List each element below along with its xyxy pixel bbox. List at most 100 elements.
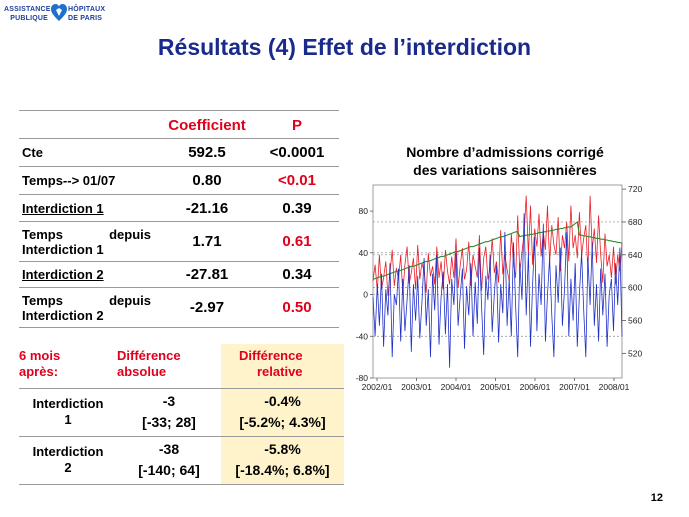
x-axis-tick-label: 2007/01 bbox=[559, 382, 590, 392]
residual-series-line bbox=[372, 213, 623, 368]
page-number: 12 bbox=[650, 492, 663, 504]
x-axis-tick-label: 2003/01 bbox=[401, 382, 432, 392]
row-p-value: 0.39 bbox=[282, 199, 312, 217]
header-relative: Différence relative bbox=[221, 344, 344, 388]
row-label-line1: Interdiction bbox=[32, 444, 104, 459]
row-coefficient: 592.5 bbox=[188, 144, 226, 161]
table-row: Interdiction 2 -27.81 0.34 bbox=[19, 262, 339, 288]
row-label-line2: 1 bbox=[64, 412, 72, 427]
absolute-value: -3 bbox=[162, 393, 176, 409]
row-label: Temps depuis Interdiction 2 bbox=[19, 288, 159, 328]
admissions-series-line bbox=[372, 195, 623, 296]
header-p: P bbox=[291, 117, 302, 134]
row-label-word-b: depuis bbox=[109, 226, 151, 242]
row-absolute-diff: -38 [-140; 64] bbox=[117, 436, 221, 484]
row-label: Cte bbox=[22, 145, 43, 160]
row-label: Interdiction 1 bbox=[19, 388, 117, 436]
row-p-value: <0.01 bbox=[278, 172, 316, 189]
header-blank bbox=[19, 111, 159, 139]
relative-value: -5.8% bbox=[264, 441, 301, 457]
row-p-value: 0.61 bbox=[282, 233, 312, 250]
chart-title-line1: Nombre d’admissions corrigé bbox=[406, 144, 604, 160]
row-coefficient: -27.81 bbox=[185, 266, 229, 283]
header-absolute: Différence absolue bbox=[117, 344, 221, 388]
row-relative-diff: -0.4% [-5.2%; 4.3%] bbox=[221, 388, 344, 436]
left-axis-tick-label: 0 bbox=[363, 290, 368, 300]
row-label-line2: 2 bbox=[64, 460, 72, 475]
row-coefficient: 0.80 bbox=[192, 172, 222, 189]
header-absolute-line2: absolue bbox=[117, 364, 167, 379]
x-axis-tick-label: 2008/01 bbox=[599, 382, 630, 392]
left-axis-tick-label: 80 bbox=[359, 206, 369, 216]
left-axis-tick-label: -80 bbox=[356, 373, 369, 383]
row-label: Interdiction 2 bbox=[19, 436, 117, 484]
row-label-word-b: depuis bbox=[109, 292, 151, 308]
table-row: Interdiction 2 -38 [-140; 64] -5.8% [-18… bbox=[19, 436, 344, 484]
table-row: Temps depuis Interdiction 1 1.71 0.61 bbox=[19, 222, 339, 262]
row-label: Interdiction 1 bbox=[22, 200, 104, 216]
logo-right-line1: HÔPITAUX bbox=[68, 6, 106, 13]
left-axis-tick-label: 40 bbox=[359, 248, 369, 258]
table-row: Interdiction 1 -3 [-33; 28] -0.4% [-5.2%… bbox=[19, 388, 344, 436]
header-relative-line1: Différence bbox=[239, 348, 303, 363]
row-coefficient: 1.71 bbox=[192, 233, 222, 250]
absolute-ci: [-140; 64] bbox=[138, 462, 200, 478]
fitted-trend-line bbox=[372, 221, 623, 280]
header-relative-line2: relative bbox=[257, 364, 303, 379]
row-coefficient: -21.16 bbox=[185, 199, 229, 217]
header-coefficient: Coefficient bbox=[168, 117, 246, 134]
header-period-line2: après: bbox=[19, 364, 59, 379]
right-axis-tick-label: 600 bbox=[628, 283, 642, 293]
table-row: Cte 592.5 <0.0001 bbox=[19, 139, 339, 167]
header-absolute-line1: Différence bbox=[117, 348, 181, 363]
row-label-word-a: Temps bbox=[22, 292, 63, 308]
logo-right-text: HÔPITAUX DE PARIS bbox=[68, 5, 118, 23]
right-axis-tick-label: 640 bbox=[628, 250, 642, 260]
row-p-value: 0.34 bbox=[282, 266, 312, 283]
absolute-value: -38 bbox=[158, 441, 180, 457]
row-p-value: <0.0001 bbox=[269, 144, 325, 161]
left-axis-tick-label: -40 bbox=[356, 331, 369, 341]
regression-table: Coefficient P Cte 592.5 <0.0001 Temps-->… bbox=[19, 110, 339, 328]
admissions-chart: 520 560 600 640 680 720 -80 -40 0 40 80 2002/01 2003… bbox=[356, 184, 643, 392]
aphp-logo: ASSISTANCE PUBLIQUE HÔPITAUX DE PARIS bbox=[4, 3, 114, 25]
absolute-ci: [-33; 28] bbox=[142, 414, 196, 430]
relative-ci: [-18.4%; 6.8%] bbox=[235, 462, 330, 478]
row-label-line2: Interdiction 1 bbox=[22, 241, 104, 257]
relative-value: -0.4% bbox=[264, 393, 301, 409]
row-label-line1: Interdiction bbox=[32, 396, 104, 411]
chart-title: Nombre d’admissions corrigé des variatio… bbox=[370, 143, 640, 179]
regression-table-header: Coefficient P bbox=[19, 110, 339, 139]
logo-left-line2: PUBLIQUE bbox=[10, 15, 48, 22]
row-label: Temps--> 01/07 bbox=[22, 173, 116, 188]
row-label: Temps depuis Interdiction 1 bbox=[19, 222, 159, 262]
right-axis-tick-label: 520 bbox=[628, 348, 642, 358]
right-axis-tick-label: 560 bbox=[628, 316, 642, 326]
plot-frame bbox=[372, 184, 623, 379]
row-coefficient: -2.97 bbox=[189, 299, 225, 316]
relative-ci: [-5.2%; 4.3%] bbox=[239, 414, 326, 430]
row-relative-diff: -5.8% [-18.4%; 6.8%] bbox=[221, 436, 344, 484]
logo-right-line2: DE PARIS bbox=[68, 15, 103, 22]
right-axis-tick-label: 720 bbox=[628, 184, 642, 194]
slide-title: Résultats (4) Effet de l’interdiction bbox=[157, 34, 532, 60]
row-label-word-a: Temps bbox=[22, 226, 63, 242]
table-row: Temps depuis Interdiction 2 -2.97 0.50 bbox=[19, 288, 339, 328]
x-axis-tick-label: 2005/01 bbox=[480, 382, 511, 392]
row-p-value: 0.50 bbox=[282, 299, 312, 316]
aphp-heart-icon bbox=[51, 4, 67, 21]
logo-left-text: ASSISTANCE PUBLIQUE bbox=[4, 5, 51, 23]
logo-left-line1: ASSISTANCE bbox=[4, 6, 51, 13]
row-absolute-diff: -3 [-33; 28] bbox=[117, 388, 221, 436]
x-axis-tick-label: 2002/01 bbox=[362, 382, 393, 392]
table-row: Interdiction 1 -21.16 0.39 bbox=[19, 195, 339, 222]
row-label: Interdiction 2 bbox=[22, 267, 104, 282]
right-axis-tick-label: 680 bbox=[628, 217, 642, 227]
row-label-line2: Interdiction 2 bbox=[22, 307, 104, 323]
difference-table: 6 mois après: Différence absolue Différe… bbox=[19, 344, 344, 485]
row-label-line1: Temps depuis bbox=[22, 293, 159, 308]
header-period-line1: 6 mois bbox=[19, 348, 61, 363]
x-axis-tick-label: 2004/01 bbox=[441, 382, 472, 392]
chart-title-line2: des variations saisonnières bbox=[413, 162, 597, 178]
x-axis-tick-label: 2006/01 bbox=[520, 382, 551, 392]
